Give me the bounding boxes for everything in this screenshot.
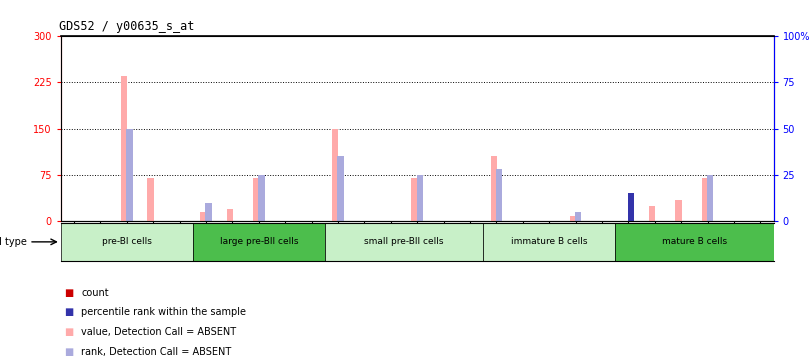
Text: ■: ■ bbox=[64, 327, 74, 337]
Bar bbox=[649, 206, 655, 221]
Bar bbox=[411, 178, 418, 221]
Text: ■: ■ bbox=[64, 347, 74, 357]
Bar bbox=[332, 129, 339, 221]
Text: percentile rank within the sample: percentile rank within the sample bbox=[81, 307, 246, 317]
Bar bbox=[628, 193, 634, 221]
Bar bbox=[126, 129, 133, 221]
Bar bbox=[569, 216, 576, 221]
Text: mature B cells: mature B cells bbox=[662, 237, 727, 246]
Bar bbox=[707, 175, 714, 221]
Bar bbox=[193, 223, 325, 261]
Bar bbox=[147, 178, 154, 221]
Text: large pre-BII cells: large pre-BII cells bbox=[220, 237, 298, 246]
Bar bbox=[615, 223, 774, 261]
Bar bbox=[483, 223, 615, 261]
Text: cell type: cell type bbox=[0, 237, 27, 247]
Bar bbox=[121, 76, 127, 221]
Text: ■: ■ bbox=[64, 307, 74, 317]
Text: count: count bbox=[81, 288, 109, 298]
Text: rank, Detection Call = ABSENT: rank, Detection Call = ABSENT bbox=[81, 347, 231, 357]
Bar bbox=[338, 156, 343, 221]
Bar bbox=[496, 169, 502, 221]
Bar bbox=[200, 212, 207, 221]
Bar bbox=[416, 175, 423, 221]
Bar bbox=[227, 209, 233, 221]
Bar bbox=[491, 156, 497, 221]
Bar bbox=[61, 223, 193, 261]
Text: GDS52 / y00635_s_at: GDS52 / y00635_s_at bbox=[59, 20, 194, 33]
Bar bbox=[325, 223, 483, 261]
Text: immature B cells: immature B cells bbox=[511, 237, 587, 246]
Bar bbox=[575, 212, 582, 221]
Text: pre-BI cells: pre-BI cells bbox=[102, 237, 151, 246]
Bar bbox=[253, 178, 259, 221]
Text: ■: ■ bbox=[64, 288, 74, 298]
Bar bbox=[676, 200, 682, 221]
Text: small pre-BII cells: small pre-BII cells bbox=[364, 237, 444, 246]
Text: value, Detection Call = ABSENT: value, Detection Call = ABSENT bbox=[81, 327, 237, 337]
Bar bbox=[206, 203, 211, 221]
Bar bbox=[701, 178, 708, 221]
Bar bbox=[258, 175, 265, 221]
